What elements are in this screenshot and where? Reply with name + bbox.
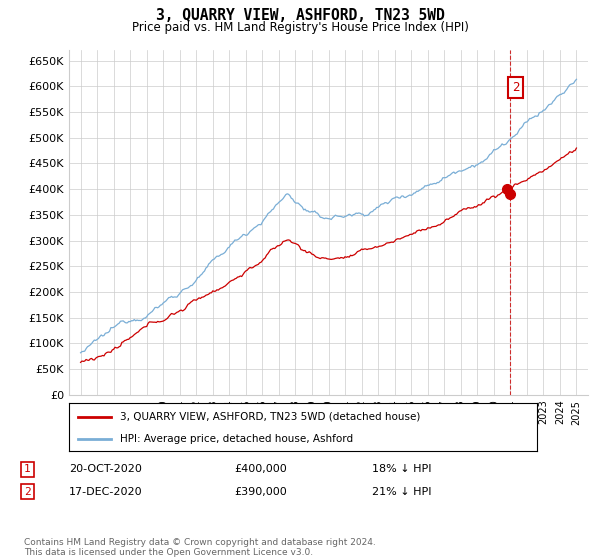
Text: 18% ↓ HPI: 18% ↓ HPI [372,464,431,474]
Text: Price paid vs. HM Land Registry's House Price Index (HPI): Price paid vs. HM Land Registry's House … [131,21,469,34]
Text: 3, QUARRY VIEW, ASHFORD, TN23 5WD: 3, QUARRY VIEW, ASHFORD, TN23 5WD [155,8,445,24]
Text: 17-DEC-2020: 17-DEC-2020 [69,487,143,497]
Text: 21% ↓ HPI: 21% ↓ HPI [372,487,431,497]
Text: 3, QUARRY VIEW, ASHFORD, TN23 5WD (detached house): 3, QUARRY VIEW, ASHFORD, TN23 5WD (detac… [121,412,421,422]
Text: 2: 2 [512,81,520,94]
Text: HPI: Average price, detached house, Ashford: HPI: Average price, detached house, Ashf… [121,434,353,444]
Text: 2: 2 [24,487,31,497]
Text: Contains HM Land Registry data © Crown copyright and database right 2024.
This d: Contains HM Land Registry data © Crown c… [24,538,376,557]
Text: 20-OCT-2020: 20-OCT-2020 [69,464,142,474]
Text: £390,000: £390,000 [234,487,287,497]
Text: £400,000: £400,000 [234,464,287,474]
Text: 1: 1 [24,464,31,474]
